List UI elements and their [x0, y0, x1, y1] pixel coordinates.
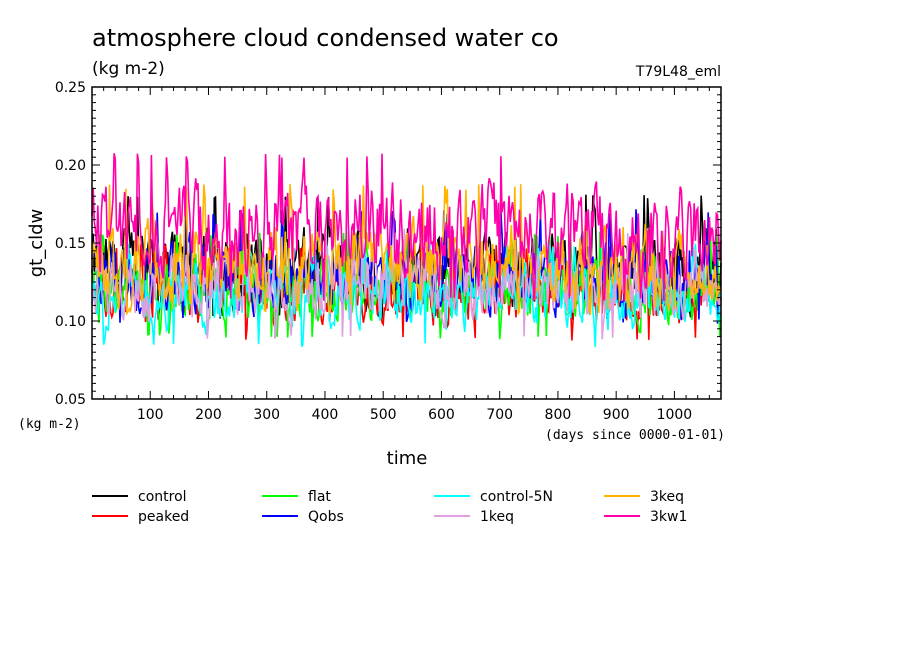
x-tick-label: 100: [137, 407, 164, 423]
x-tick-label: 300: [253, 407, 280, 423]
legend-label-peaked: peaked: [138, 509, 189, 525]
x-tick-label: 900: [603, 407, 630, 423]
chart-subtitle: (kg m-2): [92, 59, 165, 79]
chart-title: atmosphere cloud condensed water co: [92, 24, 559, 52]
x-tick-label: 500: [370, 407, 397, 423]
y-axis-label: gt_cldw: [26, 209, 47, 278]
run-label: T79L48_eml: [635, 64, 721, 80]
legend-label-control-5n: control-5N: [480, 489, 553, 505]
x-axis-label: time: [387, 448, 428, 469]
x-tick-label: 800: [545, 407, 572, 423]
y-tick-label: 0.05: [55, 392, 86, 408]
x-tick-label: 1000: [657, 407, 693, 423]
legend-label-3keq: 3keq: [650, 489, 684, 505]
tick-marks: [92, 87, 721, 399]
x-tick-label: 200: [195, 407, 222, 423]
x-tick-label: 400: [312, 407, 339, 423]
legend-label-3kw1: 3kw1: [650, 509, 687, 525]
series-line-3kw1: [91, 153, 722, 303]
x-tick-labels: 100 200 300 400 500 600 700 800 900 1000: [137, 407, 692, 423]
x-tick-label: 600: [428, 407, 455, 423]
series-line-3keq: [91, 184, 722, 316]
series-line-control-5n: [91, 240, 722, 348]
y-tick-label: 0.20: [55, 158, 86, 174]
y-tick-label: 0.10: [55, 314, 86, 330]
x-unit-label: (days since 0000-01-01): [545, 428, 725, 443]
plot-series: [91, 153, 722, 348]
y-tick-label: 0.25: [55, 80, 86, 96]
y-tick-label: 0.15: [55, 236, 86, 252]
y-unit-label: (kg m-2): [18, 417, 81, 432]
legend-label-control: control: [138, 489, 187, 505]
legend-label-qobs: Qobs: [308, 509, 344, 525]
legend-label-1keq: 1keq: [480, 509, 514, 525]
y-tick-labels: 0.05 0.10 0.15 0.20 0.25: [55, 80, 86, 408]
legend: control peaked flat Qobs control-5N 1keq 3keq 3…: [92, 489, 687, 525]
x-tick-label: 700: [486, 407, 513, 423]
legend-label-flat: flat: [308, 489, 331, 505]
